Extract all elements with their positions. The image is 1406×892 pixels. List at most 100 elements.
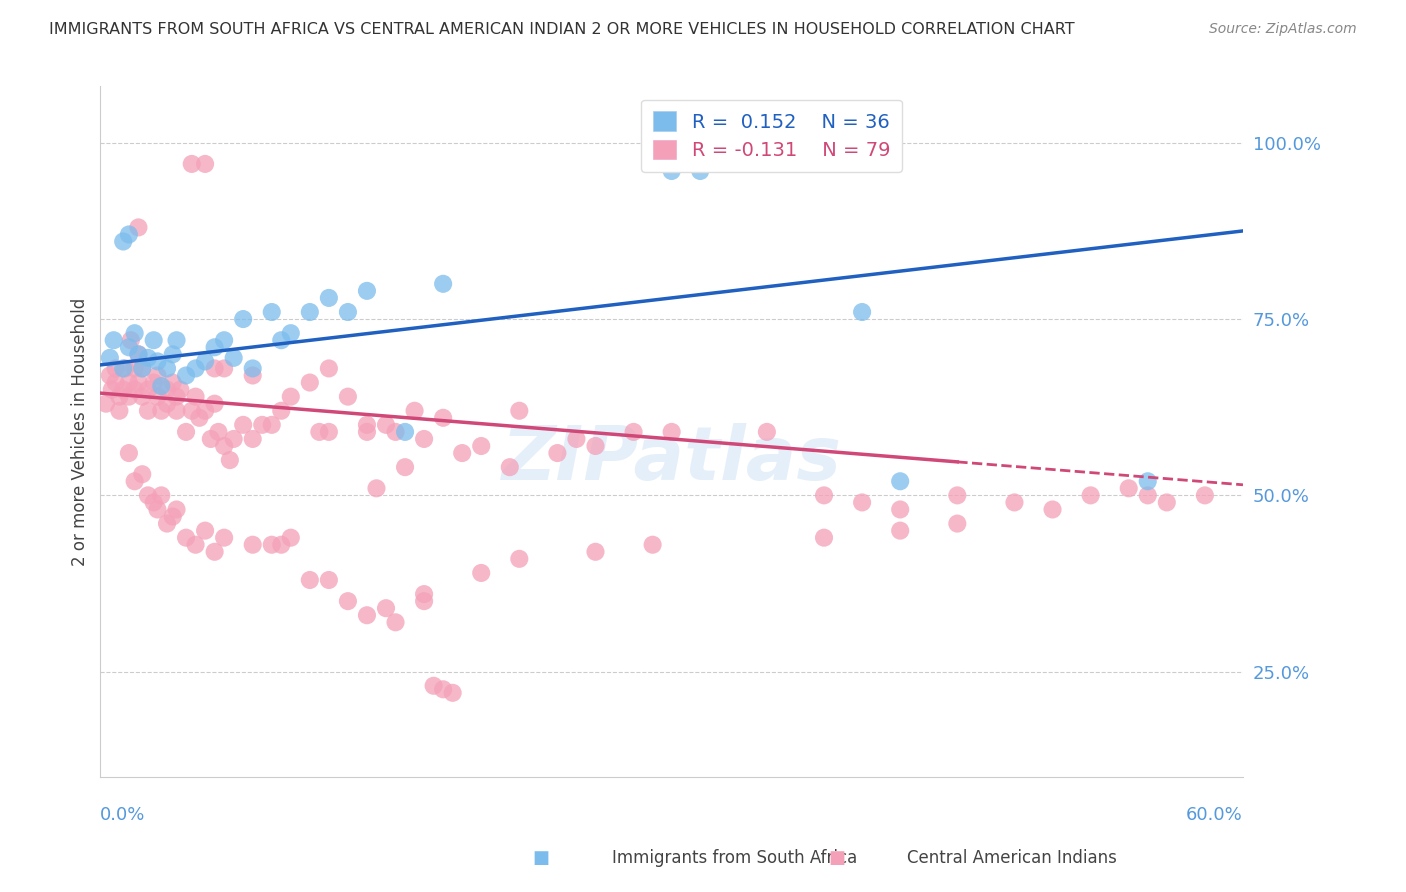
Text: Immigrants from South Africa: Immigrants from South Africa [612, 849, 856, 867]
Point [127, 347, 149, 361]
Point [150, 488, 173, 502]
Point [174, 368, 197, 383]
Point [108, 390, 131, 404]
Text: Central American Indians: Central American Indians [907, 849, 1116, 867]
Point [180, 403, 202, 417]
Point [156, 397, 179, 411]
Point [184, 538, 207, 552]
Point [162, 509, 184, 524]
Point [212, 333, 235, 347]
Point [194, 157, 217, 171]
Text: 0.0%: 0.0% [100, 805, 146, 823]
Point [889, 502, 911, 516]
Point [104, 376, 127, 390]
Point [194, 524, 217, 538]
Point [194, 354, 217, 368]
Point [131, 361, 153, 376]
Point [318, 361, 340, 376]
Point [124, 475, 146, 489]
Point [162, 347, 184, 361]
Point [212, 361, 235, 376]
Point [156, 383, 179, 397]
Point [356, 284, 378, 298]
Point [384, 615, 406, 630]
Point [336, 305, 359, 319]
Point [755, 425, 778, 439]
Point [127, 220, 149, 235]
Point [131, 467, 153, 482]
Point [851, 305, 873, 319]
Point [131, 390, 153, 404]
Point [1194, 488, 1216, 502]
Point [118, 376, 141, 390]
Point [651, 157, 673, 171]
Point [150, 403, 173, 417]
Point [298, 376, 321, 390]
Point [260, 305, 283, 319]
Point [184, 390, 207, 404]
Point [142, 376, 165, 390]
Point [356, 417, 378, 432]
Point [188, 410, 211, 425]
Point [174, 531, 197, 545]
Point [565, 432, 588, 446]
Point [336, 390, 359, 404]
Point [1136, 488, 1159, 502]
Point [94, 397, 117, 411]
Point [661, 164, 683, 178]
Point [404, 403, 426, 417]
Point [124, 383, 146, 397]
Point [508, 551, 530, 566]
Point [270, 403, 292, 417]
Point [101, 383, 124, 397]
Point [118, 446, 141, 460]
Point [232, 417, 254, 432]
Point [180, 157, 202, 171]
Point [127, 347, 149, 361]
Point [451, 446, 474, 460]
Point [1080, 488, 1102, 502]
Point [432, 277, 454, 291]
Point [174, 425, 197, 439]
Point [103, 333, 125, 347]
Point [136, 351, 159, 365]
Point [112, 383, 135, 397]
Y-axis label: 2 or more Vehicles in Household: 2 or more Vehicles in Household [72, 298, 89, 566]
Point [413, 594, 436, 608]
Point [318, 425, 340, 439]
Point [641, 538, 664, 552]
Point [242, 538, 264, 552]
Point [394, 425, 416, 439]
Point [889, 524, 911, 538]
Point [889, 475, 911, 489]
Point [166, 390, 188, 404]
Point [166, 333, 188, 347]
Point [169, 383, 191, 397]
Point [1042, 502, 1064, 516]
Point [118, 227, 141, 242]
Point [318, 573, 340, 587]
Point [1118, 481, 1140, 495]
Point [1156, 495, 1178, 509]
Point [585, 545, 607, 559]
Point [212, 439, 235, 453]
Point [356, 608, 378, 623]
Point [112, 235, 135, 249]
Point [124, 326, 146, 341]
Point [112, 361, 135, 376]
Point [166, 403, 188, 417]
Point [260, 538, 283, 552]
Point [156, 361, 179, 376]
Point [98, 351, 121, 365]
Point [499, 460, 522, 475]
Point [146, 390, 169, 404]
Point [508, 403, 530, 417]
Point [661, 425, 683, 439]
Point [384, 425, 406, 439]
Point [813, 488, 835, 502]
Text: ■: ■ [828, 849, 845, 867]
Point [308, 425, 330, 439]
Point [118, 340, 141, 354]
Point [146, 368, 169, 383]
Point [136, 403, 159, 417]
